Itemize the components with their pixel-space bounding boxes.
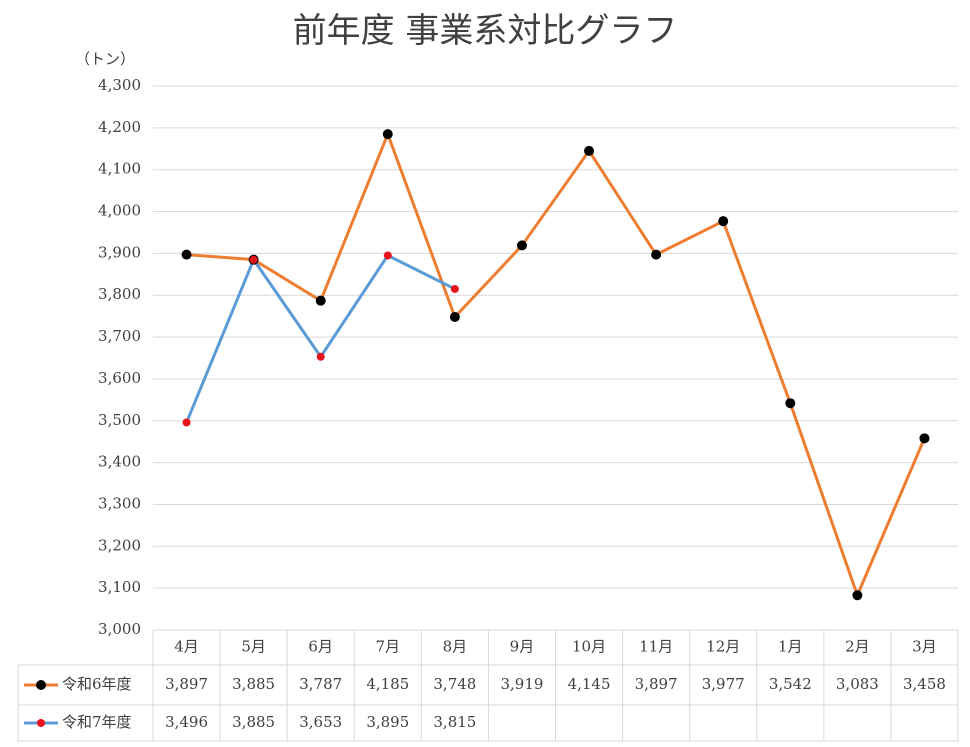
x-tick-label: 3月	[912, 638, 937, 656]
y-tick-label: 3,900	[98, 243, 141, 261]
marker	[718, 216, 729, 227]
y-tick-label: 3,700	[98, 327, 141, 345]
x-tick-label: 5月	[241, 638, 266, 656]
marker	[516, 240, 527, 251]
marker	[584, 145, 595, 156]
chart-title: 前年度 事業系対比グラフ	[293, 11, 678, 51]
x-tick-label: 9月	[510, 638, 535, 656]
table-value: 4,185	[366, 675, 409, 693]
y-tick-label: 3,800	[98, 285, 141, 303]
marker	[919, 433, 930, 444]
x-tick-label: 6月	[308, 638, 333, 656]
y-tick-label: 4,300	[98, 76, 141, 94]
y-tick-label: 3,500	[98, 411, 141, 429]
y-tick-label: 3,000	[98, 620, 141, 638]
table-value: 3,542	[769, 675, 812, 693]
legend-marker	[37, 719, 45, 727]
series-line	[185, 253, 456, 424]
y-tick-label: 4,200	[98, 118, 141, 136]
legend-label: 令和6年度	[62, 675, 132, 693]
x-tick-label: 8月	[443, 638, 468, 656]
legend-label: 令和7年度	[62, 713, 132, 731]
marker	[315, 295, 326, 306]
table-value: 3,977	[702, 675, 745, 693]
marker	[450, 284, 459, 293]
marker	[651, 249, 662, 260]
y-tick-label: 3,200	[98, 536, 141, 554]
table-value: 3,496	[165, 713, 208, 731]
x-tick-label: 10月	[572, 638, 606, 656]
marker	[181, 249, 192, 260]
marker	[852, 590, 863, 601]
marker	[785, 398, 796, 409]
y-tick-label: 3,600	[98, 369, 141, 387]
table-value: 3,897	[635, 675, 678, 693]
table-value: 4,145	[568, 675, 611, 693]
series-line	[186, 132, 926, 597]
y-tick-label: 3,100	[98, 578, 141, 596]
x-tick-label: 7月	[376, 638, 401, 656]
marker	[182, 418, 191, 427]
table-value: 3,748	[433, 675, 476, 693]
marker	[383, 251, 392, 260]
table-value: 3,897	[165, 675, 208, 693]
y-tick-label: 3,300	[98, 494, 141, 512]
table-value: 3,083	[836, 675, 879, 693]
x-tick-label: 1月	[778, 638, 803, 656]
x-tick-label: 2月	[845, 638, 870, 656]
table-value: 3,653	[299, 713, 342, 731]
table-value: 3,895	[366, 713, 409, 731]
table-value: 3,458	[903, 675, 946, 693]
marker	[249, 255, 258, 264]
x-tick-label: 12月	[706, 638, 740, 656]
y-axis-label: （トン）	[75, 50, 135, 68]
table-value: 3,885	[232, 713, 275, 731]
table-value: 3,919	[500, 675, 543, 693]
table-value: 3,885	[232, 675, 275, 693]
marker	[316, 352, 325, 361]
x-tick-label: 4月	[174, 638, 199, 656]
x-tick-label: 11月	[639, 638, 673, 656]
y-tick-label: 3,400	[98, 453, 141, 471]
marker	[449, 311, 460, 322]
marker	[382, 129, 393, 140]
y-tick-label: 4,000	[98, 202, 141, 220]
table-value: 3,815	[433, 713, 476, 731]
legend-marker	[36, 680, 46, 690]
table-value: 3,787	[299, 675, 342, 693]
y-tick-label: 4,100	[98, 160, 141, 178]
